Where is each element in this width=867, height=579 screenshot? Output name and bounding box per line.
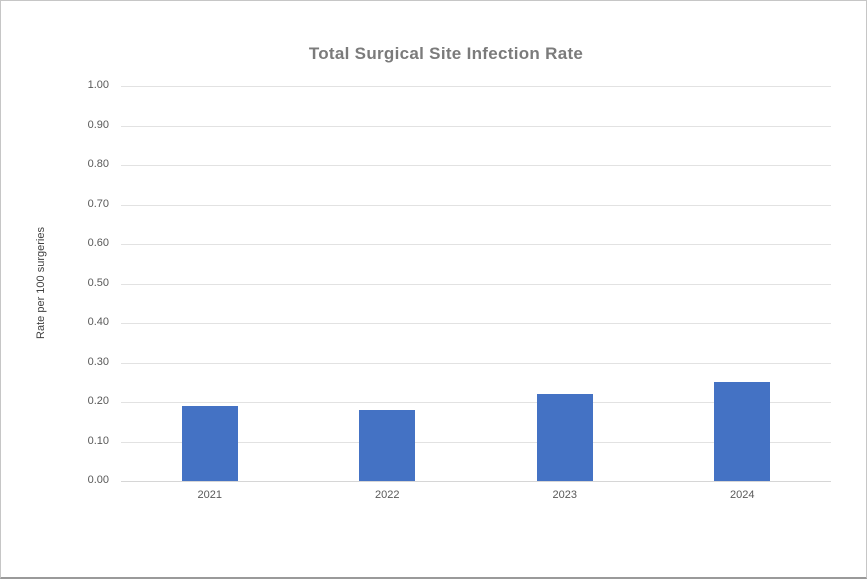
x-axis-line [121,481,831,482]
bar-2024 [714,382,771,481]
x-tick-label: 2024 [730,489,755,501]
y-tick-label: 0.60 [87,237,109,249]
y-tick-label: 0.50 [87,276,109,289]
gridline [121,441,831,443]
gridline [121,244,831,245]
y-tick-label: 0.70 [87,197,109,210]
y-tick-label: 0.80 [87,158,109,170]
y-tick-label: 0.90 [87,118,109,131]
bar-2022 [359,409,416,481]
chart-title: Total Surgical Site Infection Rate [308,44,584,63]
gridline [121,283,831,285]
plot-area [121,86,831,482]
x-tick-label: 2023 [552,489,577,501]
bar-2023 [536,394,593,481]
x-tick-label: 2021 [197,489,222,501]
y-tick-label: 0.40 [87,316,109,328]
x-tick-label: 2022 [375,489,400,501]
bar-2021 [181,405,238,481]
y-tick-label: 0.20 [87,395,109,407]
gridline [121,125,831,127]
gridline [121,402,831,403]
gridline [121,86,831,87]
gridline [121,165,831,166]
y-tick-label: 0.30 [87,355,109,368]
y-tick-label: 0.00 [87,474,109,486]
gridline [121,204,831,206]
gridline [121,362,831,364]
y-tick-label: 1.00 [87,79,109,91]
gridline [121,323,831,324]
y-tick-label: 0.10 [87,434,109,447]
